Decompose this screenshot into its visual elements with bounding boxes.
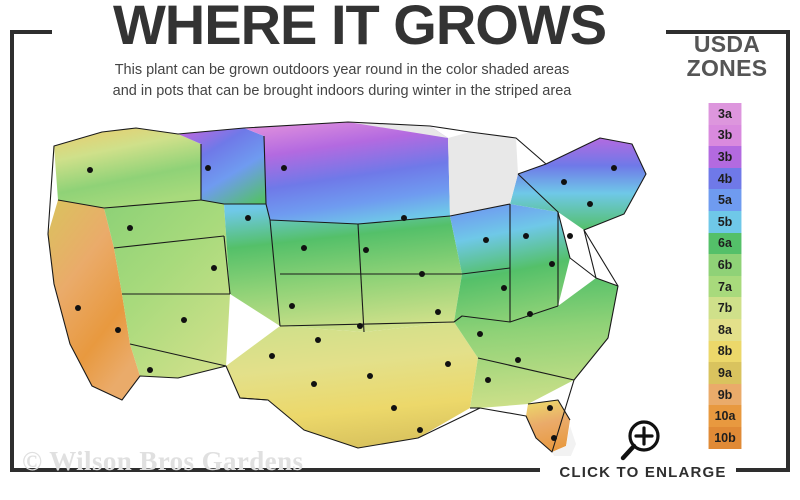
legend-swatch-3b-1: 3b — [708, 124, 742, 147]
legend-swatch-label: 9a — [718, 365, 732, 380]
click-to-enlarge-label[interactable]: CLICK TO ENLARGE — [559, 464, 727, 481]
legend-swatch-list: 3a 3b 3b 4b 5a 5b 6a 6b 7a 7b 8a 8b 9a 9b 10a 10b — [708, 103, 742, 449]
legend-swatch-label: 4b — [717, 171, 733, 186]
frame-border-bottom-left — [10, 468, 540, 472]
map-city-dots — [75, 165, 617, 441]
legend-swatch-label: 5a — [718, 193, 732, 208]
legend-swatch-7b-9: 7b — [708, 297, 742, 319]
legend-swatch-9a-12: 9a — [708, 362, 742, 384]
legend-swatch-4b-3: 4b — [708, 167, 742, 190]
legend-swatch-7a-8: 7a — [708, 275, 742, 298]
legend-title: USDA ZONES — [660, 31, 794, 81]
page-title: WHERE IT GROWS — [112, 0, 607, 56]
frame-border-right — [786, 30, 790, 472]
region-florida — [526, 400, 570, 452]
region-northeast — [510, 138, 646, 230]
legend-swatch-label: 7a — [718, 279, 732, 294]
legend-swatch-label: 8b — [717, 344, 733, 359]
frame-border-top-right — [666, 30, 790, 34]
map-shaded-regions — [48, 122, 646, 456]
legend-swatch-label: 9b — [717, 387, 733, 402]
legend-swatch-label: 10b — [714, 430, 736, 445]
legend-swatch-label: 5b — [717, 214, 733, 229]
frame-border-top-left — [10, 30, 52, 34]
legend-swatch-label: 3b — [717, 128, 733, 143]
legend-swatch-label: 3b — [717, 149, 733, 164]
subtitle-line-1: This plant can be grown outdoors year ro… — [114, 62, 570, 78]
legend-swatch-label: 7b — [717, 301, 733, 316]
legend-swatch-8b-11: 8b — [708, 340, 742, 363]
usda-zone-map[interactable] — [18, 108, 668, 456]
watermark-credit: © Wilson Bros Gardens — [22, 446, 304, 476]
frame-border-left — [10, 30, 14, 472]
legend-swatch-label: 3a — [718, 106, 732, 121]
legend-title-line-2: ZONES — [686, 54, 768, 81]
frame-border-bottom-right — [736, 468, 790, 472]
subtitle: This plant can be grown outdoors year ro… — [28, 60, 656, 102]
legend-swatch-5b-5: 5b — [708, 210, 742, 233]
legend-swatch-3b-2: 3b — [708, 146, 742, 168]
legend-swatch-5a-4: 5a — [708, 189, 742, 211]
region-central-plains — [224, 204, 462, 332]
legend-swatch-10b-15: 10b — [708, 426, 742, 449]
region-pacific-northwest — [54, 128, 201, 212]
legend-swatch-6a-6: 6a — [708, 232, 742, 255]
region-northern-rockies — [178, 128, 266, 204]
legend-swatch-label: 6b — [717, 257, 733, 272]
region-northern-plains — [244, 122, 450, 224]
legend-swatch-9b-13: 9b — [708, 383, 742, 406]
map-outlines — [47, 121, 647, 453]
region-upper-midwest-unshaded — [348, 122, 518, 216]
magnifier-plus-icon[interactable] — [618, 418, 664, 464]
legend-swatch-6b-7: 6b — [708, 254, 742, 276]
legend-title-line-1: USDA — [693, 31, 761, 57]
region-california — [48, 200, 140, 400]
legend-swatch-label: 6a — [718, 236, 732, 251]
region-south-florida-unshaded — [552, 426, 576, 456]
legend-swatch-label: 8a — [718, 322, 732, 337]
region-south-texas-plains — [226, 322, 478, 448]
region-great-basin-southwest — [104, 200, 230, 378]
legend-swatch-3a-0: 3a — [708, 103, 742, 125]
legend-swatch-label: 10a — [714, 409, 736, 424]
subtitle-line-2: and in pots that can be brought indoors … — [112, 83, 572, 100]
legend-swatch-8a-10: 8a — [708, 318, 742, 341]
legend-swatch-10a-14: 10a — [708, 405, 742, 427]
